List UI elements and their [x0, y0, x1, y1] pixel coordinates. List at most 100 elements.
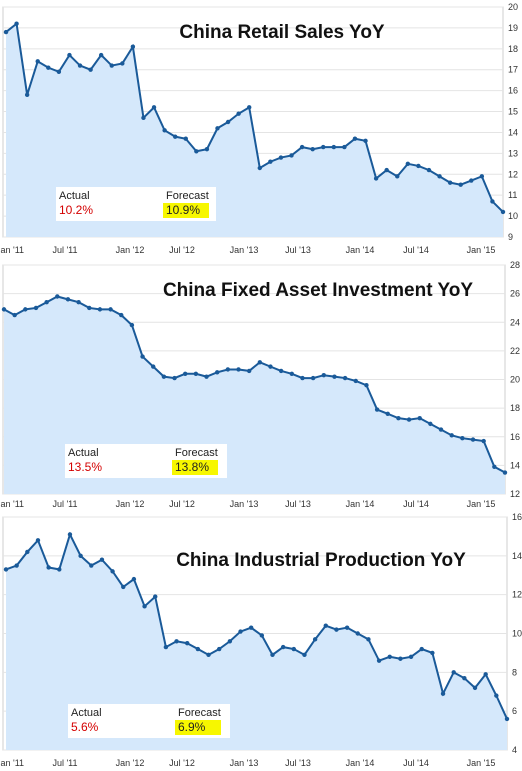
- data-point: [141, 115, 146, 121]
- data-point: [185, 641, 190, 646]
- x-tick-label: Jan '11: [0, 245, 24, 255]
- data-point: [376, 658, 382, 663]
- y-tick-label: 16: [510, 432, 520, 442]
- data-point: [236, 367, 241, 372]
- data-point: [194, 149, 199, 154]
- data-point: [490, 199, 495, 204]
- data-point: [225, 119, 231, 125]
- data-point: [227, 639, 233, 644]
- data-point: [447, 180, 453, 185]
- fixed-asset-panel: 12 14 16 18 20 22 24 26 28 Jan '11 Jul '11 Jan '12 J…: [0, 255, 522, 510]
- data-point: [408, 654, 414, 659]
- data-point: [130, 44, 136, 49]
- data-point: [438, 427, 444, 432]
- data-point: [344, 625, 350, 630]
- x-tick-label: Jul '14: [403, 245, 429, 255]
- fixed-asset-chart: 12 14 16 18 20 22 24 26 28 Jan '11 Jul '11 Jan '12 J…: [0, 260, 520, 509]
- data-point: [257, 360, 263, 365]
- data-point: [56, 69, 62, 75]
- data-point: [162, 128, 167, 133]
- data-point: [24, 92, 30, 98]
- forecast-highlight: [175, 720, 221, 735]
- x-tick-label: Jul '13: [285, 245, 311, 255]
- data-point: [312, 637, 318, 642]
- data-point: [257, 165, 262, 171]
- data-point: [342, 144, 347, 150]
- data-point: [437, 174, 442, 179]
- x-tick-label: Jan '14: [346, 499, 375, 509]
- data-point: [440, 691, 446, 696]
- forecast-label: Forecast: [166, 190, 209, 202]
- data-point: [500, 209, 506, 215]
- data-point: [77, 63, 83, 68]
- y-tick-label: 15: [508, 107, 518, 117]
- chart-title: China Retail Sales YoY: [179, 22, 385, 43]
- data-point: [88, 67, 93, 72]
- x-tick-label: Jul '12: [169, 245, 195, 255]
- data-point: [494, 693, 499, 698]
- y-tick-label: 10: [508, 211, 518, 221]
- data-point: [65, 297, 71, 302]
- data-point: [55, 294, 60, 299]
- data-point: [428, 421, 433, 427]
- data-point: [3, 567, 9, 572]
- y-tick-label: 22: [510, 346, 520, 356]
- data-point: [193, 371, 199, 376]
- data-point: [479, 174, 485, 179]
- x-tick-label: Jul '13: [285, 758, 311, 768]
- y-tick-label: 26: [510, 289, 520, 299]
- data-point: [97, 307, 103, 312]
- data-point: [1, 307, 7, 312]
- data-point: [153, 594, 158, 599]
- chart-title: China Fixed Asset Investment YoY: [163, 280, 473, 301]
- y-tick-label: 8: [512, 667, 517, 677]
- actual-label: Actual: [68, 447, 99, 459]
- x-tick-label: Jul '14: [403, 758, 429, 768]
- retail-sales-chart: 9 10 11 12 13 14 15 16 17 18 19 20 Jan '11 Jul '11 Jan…: [0, 2, 518, 255]
- y-tick-label: 14: [508, 127, 518, 137]
- data-point: [109, 63, 114, 68]
- data-point: [460, 435, 465, 441]
- data-point: [289, 153, 294, 158]
- data-point: [462, 675, 467, 681]
- x-tick-label: Jan '11: [0, 499, 24, 509]
- actual-value: 10.2%: [59, 203, 93, 217]
- y-tick-label: 12: [512, 590, 522, 600]
- data-point: [172, 134, 178, 139]
- data-point: [35, 538, 41, 543]
- forecast-highlight: [163, 203, 209, 218]
- data-point: [204, 146, 210, 152]
- data-point: [280, 644, 286, 650]
- data-point: [121, 584, 126, 590]
- data-point: [214, 370, 220, 375]
- data-point: [387, 654, 392, 659]
- data-point: [183, 136, 188, 141]
- data-point: [472, 685, 478, 691]
- data-point: [87, 305, 92, 311]
- x-tick-label: Jan '13: [230, 499, 259, 509]
- y-tick-label: 14: [512, 551, 522, 561]
- data-point: [373, 176, 379, 181]
- data-point: [236, 111, 241, 116]
- x-tick-label: Jan '11: [0, 758, 24, 768]
- actual-label: Actual: [71, 707, 102, 719]
- data-point: [98, 52, 104, 58]
- data-point: [426, 167, 432, 173]
- data-point: [300, 375, 305, 381]
- data-point: [396, 415, 401, 421]
- data-point: [140, 354, 145, 359]
- chart-title: China Industrial Production YoY: [176, 550, 466, 571]
- data-point: [151, 364, 156, 369]
- x-tick-label: Jan '14: [346, 245, 375, 255]
- data-point: [110, 569, 115, 574]
- data-point: [67, 52, 72, 58]
- actual-label: Actual: [59, 190, 90, 202]
- data-point: [398, 656, 403, 661]
- data-point: [458, 182, 463, 187]
- data-point: [12, 312, 17, 318]
- data-point: [183, 371, 188, 376]
- data-point: [469, 178, 474, 183]
- x-tick-label: Jan '13: [230, 758, 259, 768]
- y-tick-label: 10: [512, 629, 522, 639]
- data-point: [76, 300, 81, 305]
